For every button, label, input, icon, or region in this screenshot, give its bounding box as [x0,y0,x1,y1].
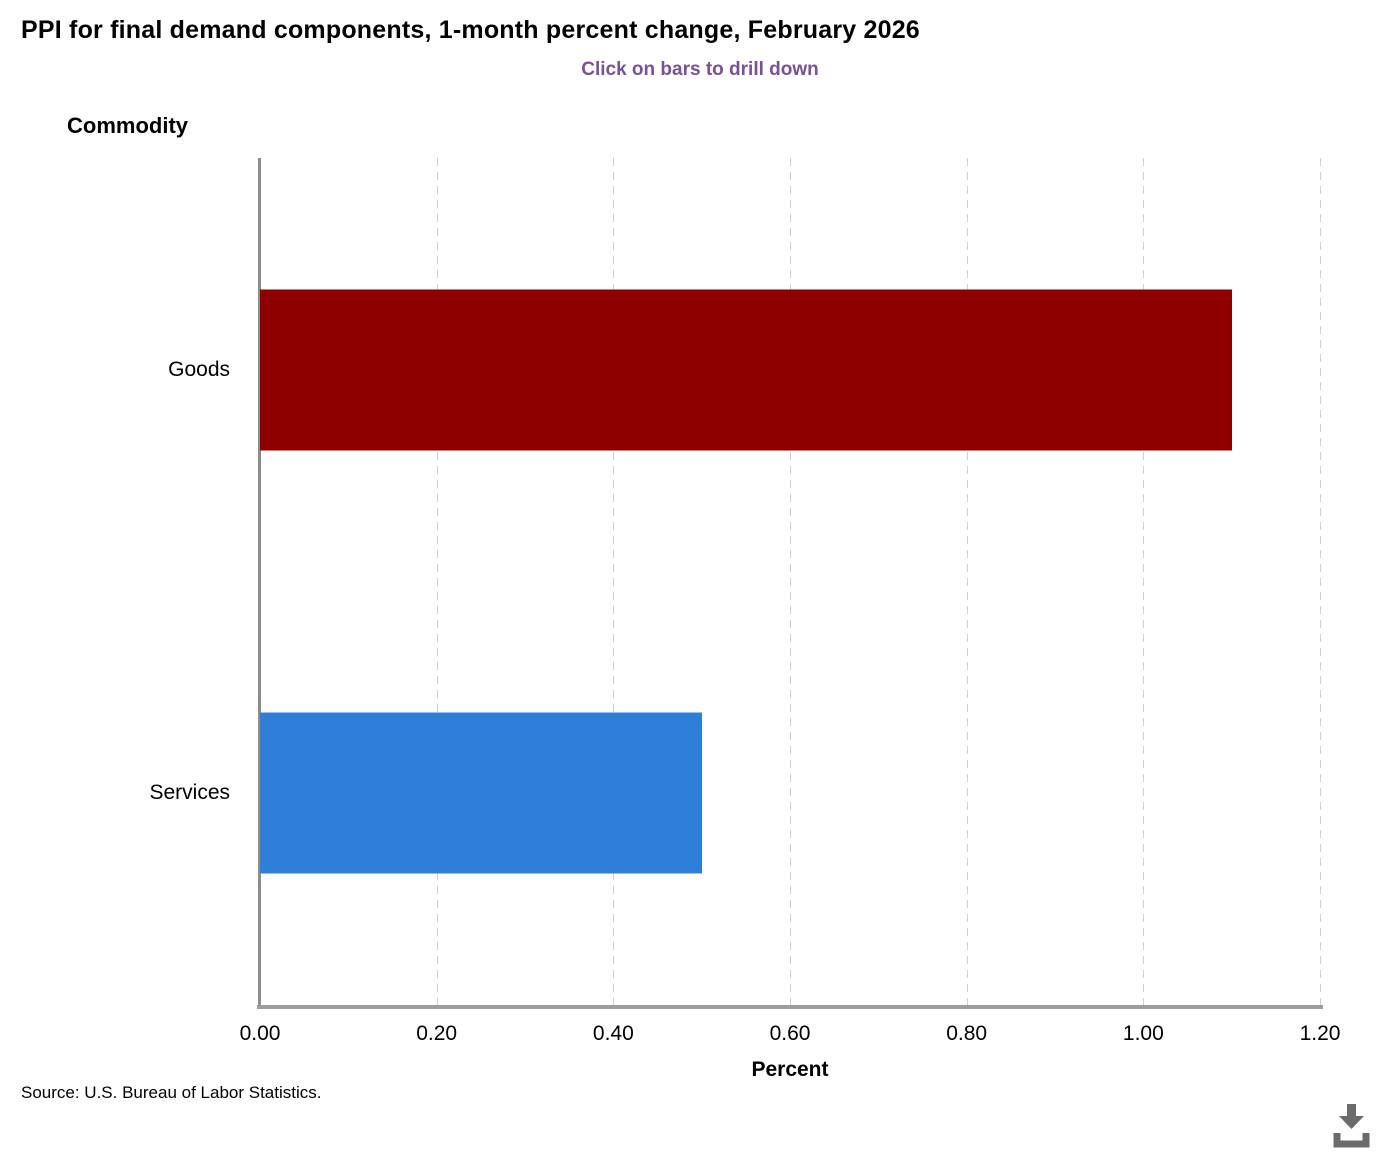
category-label: Services [149,781,230,805]
plot-area: Goods Services 0.00 0.20 0.40 0.60 0.80 1.00 1.… [149,158,1340,1045]
bar-goods[interactable] [260,289,1232,451]
download-icon [1333,1104,1370,1148]
x-axis-title: Percent [751,1058,829,1081]
download-button[interactable] [1328,1102,1374,1152]
x-tick-label: 0.20 [416,1022,458,1045]
bar-services[interactable] [260,712,702,874]
x-axis-line [257,1005,1323,1009]
chart-title: PPI for final demand components, 1-month… [21,16,920,44]
x-tick-label: 0.80 [946,1022,988,1045]
gridline [613,158,615,1005]
y-axis-line [258,158,261,1005]
gridline [1320,158,1321,1005]
gridline [1143,158,1145,1005]
chart-subtitle: Click on bars to drill down [581,59,819,80]
x-tick-label: 0.60 [769,1022,811,1045]
x-tick-label: 0.40 [592,1022,634,1045]
category-axis-title: Commodity [67,113,188,138]
x-tick-label: 1.20 [1299,1022,1341,1045]
gridline [790,158,791,1005]
x-tick-label: 0.00 [239,1022,281,1045]
gridline [436,158,438,1005]
category-label: Goods [168,357,230,381]
source-note: Source: U.S. Bureau of Labor Statistics. [21,1083,322,1102]
x-tick-label: 1.00 [1122,1022,1164,1045]
gridline [966,158,968,1005]
